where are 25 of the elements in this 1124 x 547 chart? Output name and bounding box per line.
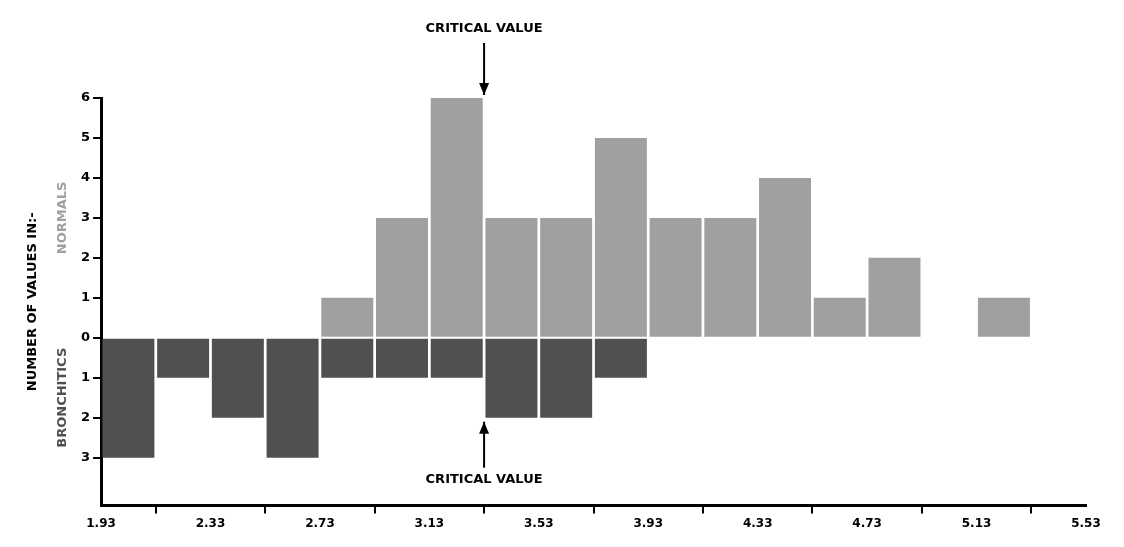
- x-tick-label: 2.73: [305, 515, 335, 530]
- annotation: CRITICAL VALUE: [425, 20, 543, 36]
- text: BRONCHITICS: [54, 347, 70, 448]
- y-tick-label: 6: [81, 89, 91, 105]
- y-tick-label: 3: [81, 209, 91, 225]
- y-tick-label: 2: [81, 249, 91, 265]
- y-tick-label: 0: [81, 329, 91, 345]
- text: NORMALS: [54, 181, 70, 255]
- y-tick-label: 2: [81, 409, 91, 425]
- y-tick-label: 4: [81, 169, 91, 185]
- x-tick-label: 1.93: [86, 515, 116, 530]
- x-tick-label: 3.93: [633, 515, 664, 530]
- x-tick-label: 5.13: [961, 515, 992, 530]
- x-tick-label: 3.53: [524, 515, 554, 530]
- x-tick-label: 2.33: [195, 515, 226, 530]
- x-tick-label: 4.33: [742, 515, 773, 530]
- y-tick-label: 1: [81, 369, 91, 385]
- x-tick-label: 3.13: [414, 515, 445, 530]
- y-tick-label: 1: [81, 289, 91, 305]
- y-axis-title: NUMBER OF VALUES IN:-: [24, 212, 40, 392]
- y-tick-label: 5: [81, 129, 91, 145]
- y-tick-label: 3: [81, 449, 91, 465]
- annotation: CRITICAL VALUE: [425, 471, 543, 487]
- x-tick-label: 5.53: [1071, 515, 1101, 530]
- x-tick-label: 4.73: [852, 515, 882, 530]
